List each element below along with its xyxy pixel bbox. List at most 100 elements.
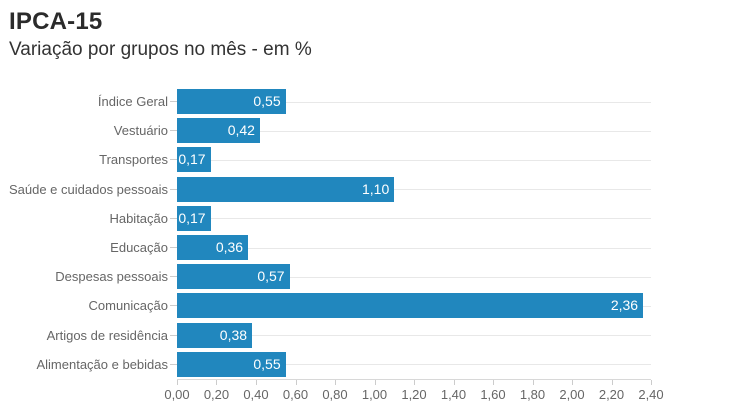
bar-value-label: 0,38 [219, 326, 248, 343]
category-label: Artigos de residência [46, 327, 168, 343]
category-label: Transportes [99, 152, 168, 168]
category-label: Saúde e cuidados pessoais [8, 181, 168, 197]
gridline [177, 218, 651, 220]
category-label: Índice Geral [97, 94, 168, 110]
category-tick [170, 247, 177, 249]
category-label: Despesas pessoais [55, 269, 168, 285]
x-axis-tick [651, 380, 652, 385]
gridline [177, 335, 651, 337]
bar: 0,17 [177, 205, 211, 231]
chart-row: Transportes 0,17 [0, 145, 736, 174]
category-tick [170, 159, 177, 161]
x-axis-tick-label: 1,00 [361, 387, 388, 402]
category-label: Habitação [109, 210, 168, 226]
x-axis-tick-label: 0,40 [243, 387, 269, 402]
x-axis-tick-label: 0,20 [203, 387, 230, 402]
bar-value-label: 2,36 [610, 297, 639, 314]
bar-value-label: 0,57 [257, 268, 285, 285]
gridline [177, 159, 651, 161]
plot-cell: 0,42 [177, 116, 651, 145]
plot-cell: 2,36 [177, 291, 651, 320]
chart-row: Alimentação e bebidas 0,55 [0, 350, 736, 379]
x-axis-tick [374, 380, 376, 385]
bar: 0,38 [177, 322, 253, 348]
plot-cell: 0,55 [177, 350, 651, 379]
chart-row: Despesas pessoais 0,57 [0, 262, 736, 291]
category-label: Alimentação e bebidas [36, 356, 168, 372]
chart-row: Saúde e cuidados pessoais 1,10 [0, 175, 736, 204]
x-axis-tick-label: 0,60 [282, 387, 309, 402]
chart-row: Habitação 0,17 [0, 204, 736, 233]
bar: 0,42 [177, 118, 260, 144]
x-axis-tick [611, 380, 613, 385]
chart-title: IPCA-15 [9, 8, 103, 35]
category-tick [170, 363, 177, 365]
category-label: Comunicação [88, 298, 169, 314]
x-axis-tick [414, 380, 415, 385]
category-label: Educação [110, 240, 168, 256]
plot-cell: 1,10 [177, 175, 651, 204]
x-axis-tick-label: 0,80 [322, 387, 348, 402]
x-axis-tick [492, 380, 494, 385]
chart-row: Comunicação 2,36 [0, 291, 736, 320]
chart-row: Índice Geral 0,55 [0, 87, 736, 116]
bar: 2,36 [177, 293, 644, 319]
bar: 0,36 [177, 235, 249, 261]
gridline [177, 101, 651, 103]
x-axis-tick-label: 2,20 [598, 387, 625, 402]
chart-row: Artigos de residência 0,38 [0, 321, 736, 350]
x-axis-tick [255, 380, 257, 385]
plot-cell: 0,36 [177, 233, 651, 262]
plot-cell: 0,17 [177, 204, 651, 233]
x-axis-tick [572, 380, 573, 385]
x-axis-tick [453, 380, 455, 385]
x-axis-tick [216, 380, 218, 385]
chart-row: Educação 0,36 [0, 233, 736, 262]
gridline [177, 276, 651, 278]
x-axis-tick [177, 380, 178, 385]
plot-cell: 0,17 [177, 145, 651, 174]
bar-value-label: 1,10 [362, 180, 390, 197]
chart-row: Vestuário 0,42 [0, 116, 736, 145]
x-axis-tick [295, 380, 297, 385]
gridline [177, 130, 651, 132]
category-tick [170, 217, 177, 219]
plot-cell: 0,38 [177, 321, 651, 350]
category-tick [170, 188, 177, 190]
bar-value-label: 0,42 [227, 122, 255, 139]
x-axis-tick-label: 1,20 [401, 387, 427, 402]
gridline [177, 189, 651, 191]
bar: 0,55 [177, 89, 286, 115]
x-axis-tick-label: 2,00 [559, 387, 585, 402]
x-axis-tick [532, 380, 534, 385]
x-axis: 0,00 0,20 0,40 0,60 0,80 1,00 1,20 1,40 1,60 1,80… [164, 379, 664, 410]
category-tick [170, 276, 177, 278]
category-tick [170, 130, 177, 132]
bar: 0,57 [177, 264, 290, 290]
bar-value-label: 0,55 [253, 93, 281, 110]
bar-value-label: 0,55 [253, 355, 281, 372]
x-axis-tick-label: 1,80 [519, 387, 546, 402]
category-label: Vestuário [113, 123, 168, 139]
bar-value-label: 0,17 [178, 209, 206, 226]
bar: 0,17 [177, 147, 211, 173]
bar-value-label: 0,36 [215, 239, 244, 256]
category-tick [170, 334, 177, 336]
category-tick [170, 305, 177, 307]
plot-area: Índice Geral 0,55 Vestuário 0,42 Transportes… [0, 87, 736, 379]
bar-value-label: 0,17 [178, 151, 206, 168]
x-axis-tick-label: 1,60 [480, 387, 506, 402]
x-axis-tick [334, 380, 336, 385]
plot-cell: 0,55 [177, 87, 651, 116]
plot-cell: 0,57 [177, 262, 651, 291]
chart-subtitle: Variação por grupos no mês - em % [9, 39, 312, 60]
gridline [177, 364, 651, 366]
x-axis-tick-label: 0,00 [164, 387, 190, 402]
x-axis-tick-label: 2,40 [638, 387, 664, 402]
bar: 0,55 [177, 351, 286, 377]
gridline [177, 247, 651, 249]
category-tick [170, 101, 177, 103]
bar: 1,10 [177, 176, 395, 202]
x-axis-tick-label: 1,40 [440, 387, 467, 402]
